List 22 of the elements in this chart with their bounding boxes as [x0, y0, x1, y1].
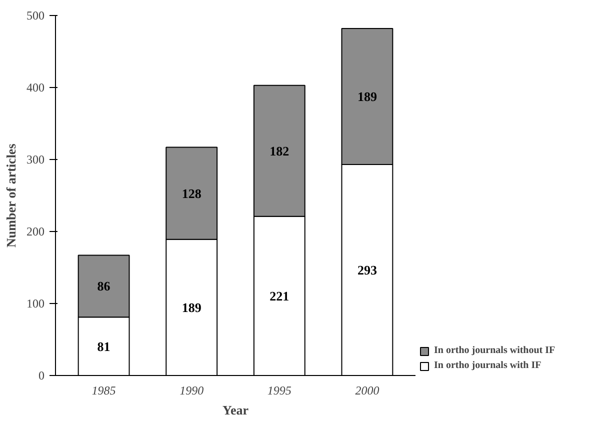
y-tick-label: 0 [38, 368, 44, 382]
y-tick-label: 200 [26, 224, 44, 238]
x-axis-title: Year [222, 402, 249, 418]
data-label: 189 [357, 89, 378, 104]
y-tick-label: 300 [26, 152, 44, 166]
legend-label: In ortho journals without IF [434, 345, 556, 356]
y-axis-title: Number of articles [4, 144, 18, 248]
x-tick-label: 1995 [267, 384, 292, 398]
legend-label: In ortho journals with IF [434, 360, 542, 371]
data-label: 293 [357, 262, 378, 278]
data-label: 86 [97, 278, 111, 294]
x-tick-label: 1985 [92, 384, 116, 398]
data-label: 221 [270, 288, 290, 304]
y-tick-label: 500 [26, 8, 44, 22]
x-tick-label: 2000 [355, 384, 380, 398]
y-tick-label: 100 [26, 296, 44, 310]
data-label: 182 [270, 143, 290, 158]
data-label: 81 [97, 338, 110, 354]
data-label: 128 [182, 186, 202, 201]
x-tick-label: 1990 [180, 384, 204, 398]
y-tick-label: 400 [26, 80, 44, 94]
data-label: 189 [182, 300, 202, 315]
